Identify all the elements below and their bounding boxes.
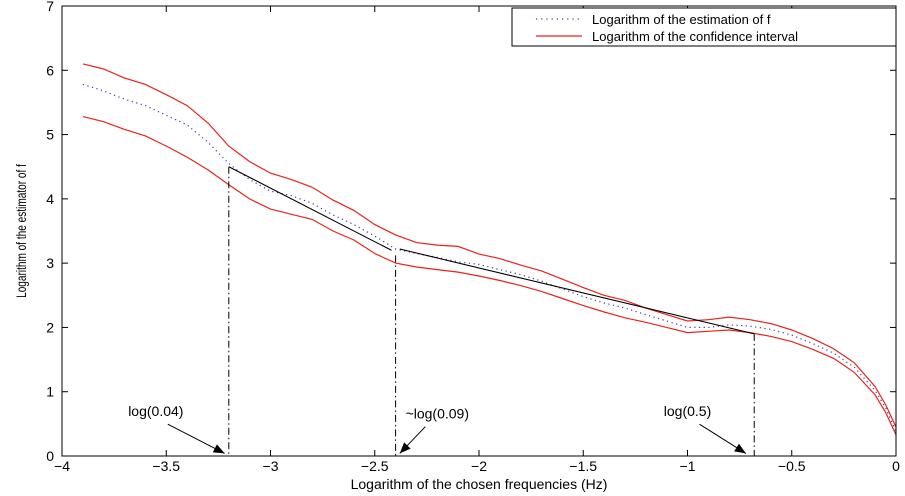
y-tick-label: 1 <box>46 384 54 400</box>
series-lower-confidence-line <box>82 116 897 436</box>
legend-box <box>511 7 897 47</box>
legend: Logarithm of the estimation of f Logarit… <box>511 7 897 47</box>
annotation-label: log(0.5) <box>664 403 711 419</box>
x-tick-label: −4 <box>54 458 70 474</box>
y-axis-label: Logarithm of the estimator of f <box>13 164 29 298</box>
fitted-segment-line <box>228 166 392 251</box>
plot-lines <box>82 63 897 436</box>
y-tick-label: 0 <box>46 448 54 464</box>
axes-frame <box>61 5 897 457</box>
annotation-label: log(0.04) <box>128 403 183 419</box>
annotation-arrowhead <box>399 442 411 454</box>
x-tick-label: −0.5 <box>778 458 806 474</box>
annotation-arrowhead <box>734 443 746 454</box>
x-tick-label: −3 <box>263 458 279 474</box>
x-tick-label: −2 <box>471 458 487 474</box>
legend-label-estimation: Logarithm of the estimation of f <box>592 12 771 27</box>
x-tick-label: −3.5 <box>152 458 180 474</box>
annotation-label: ~log(0.09) <box>406 406 469 422</box>
x-axis-label: Logarithm of the chosen frequencies (Hz) <box>351 476 608 492</box>
x-tick-label: −2.5 <box>361 458 389 474</box>
vertical-markers <box>228 166 755 456</box>
series-upper-confidence-line <box>82 63 897 428</box>
y-tick-label: 7 <box>46 0 54 14</box>
fitted-segment-line <box>399 248 755 335</box>
y-axis-ticks: 0 1 2 3 4 5 6 7 <box>46 0 896 464</box>
y-tick-label: 3 <box>46 255 54 271</box>
series-estimation-line <box>82 83 897 432</box>
y-tick-label: 6 <box>46 62 54 78</box>
legend-label-confidence: Logarithm of the confidence interval <box>592 29 798 44</box>
annotations: log(0.04) ~log(0.09) log(0.5) <box>128 403 747 454</box>
y-tick-label: 4 <box>46 191 54 207</box>
y-tick-label: 2 <box>46 319 54 335</box>
x-tick-label: −1.5 <box>569 458 597 474</box>
y-tick-label: 5 <box>46 127 54 143</box>
x-axis-ticks: −4 −3.5 −3 −2.5 −2 −1.5 −1 −0.5 0 <box>54 6 900 474</box>
annotation-arrowhead <box>212 444 225 454</box>
x-tick-label: 0 <box>892 458 900 474</box>
x-tick-label: −1 <box>680 458 696 474</box>
